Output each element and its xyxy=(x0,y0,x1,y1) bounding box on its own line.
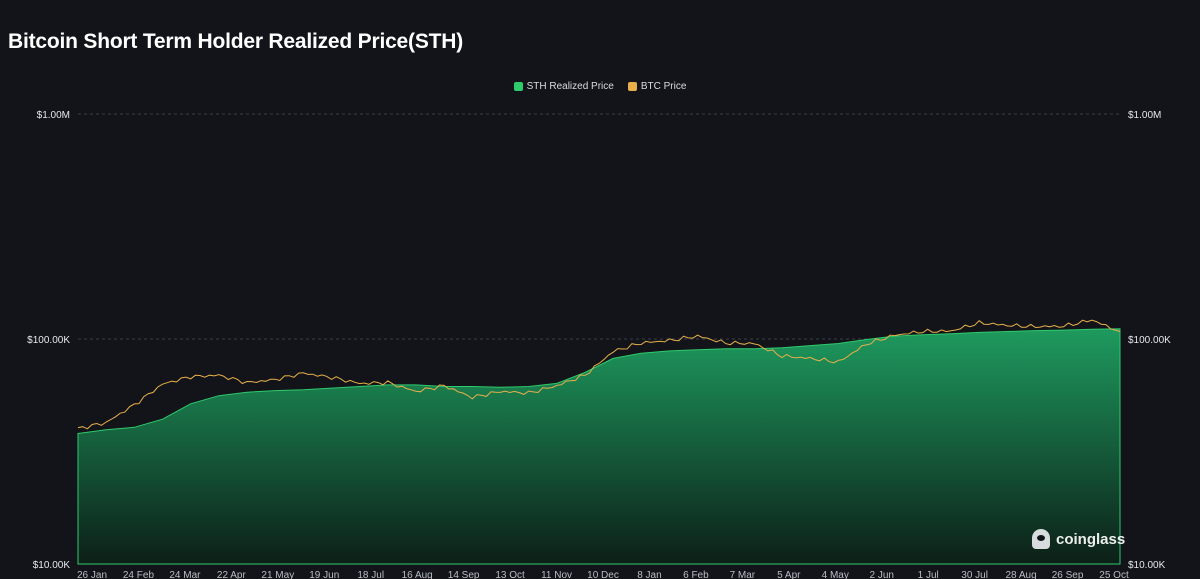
y-tick-label-right: $10.00K xyxy=(1128,560,1166,571)
x-tick-label: 28 Aug xyxy=(1006,570,1037,579)
x-tick-label: 24 Feb xyxy=(123,570,155,579)
legend-swatch-sth xyxy=(513,82,523,91)
x-tick-label: 13 Oct xyxy=(495,570,525,579)
x-tick-label: 25 Oct xyxy=(1099,570,1129,579)
x-tick-label: 10 Dec xyxy=(587,570,619,579)
x-axis: 26 Jan 24 Feb 24 Mar 22 Apr 21 May 19 Jun 18 J… xyxy=(77,570,1129,579)
legend-item-sth[interactable]: STH Realized Price xyxy=(513,81,614,92)
sth-realized-price-area xyxy=(77,328,1121,565)
y-tick-label-left: $10.00K xyxy=(33,560,71,571)
legend-swatch-btc xyxy=(627,82,637,91)
x-tick-label: 18 Jul xyxy=(357,570,384,579)
x-tick-label: 26 Sep xyxy=(1052,570,1084,579)
x-tick-label: 16 Aug xyxy=(402,570,433,579)
x-tick-label: 5 Apr xyxy=(777,570,801,579)
watermark-text: coinglass xyxy=(1056,530,1126,548)
y-tick-label-right: $100.00K xyxy=(1128,335,1171,346)
y-axis-left: $1.00M $100.00K $10.00K xyxy=(27,110,70,571)
x-tick-label: 22 Apr xyxy=(217,570,247,579)
x-tick-label: 4 May xyxy=(822,570,849,579)
x-tick-label: 19 Jun xyxy=(309,570,339,579)
y-tick-label-right: $1.00M xyxy=(1128,110,1161,121)
coinglass-logo-icon xyxy=(1032,529,1050,549)
x-tick-label: 24 Mar xyxy=(169,570,201,579)
y-tick-label-left: $100.00K xyxy=(27,335,70,346)
legend-label-btc: BTC Price xyxy=(640,81,687,92)
btc-price-line xyxy=(77,319,1121,430)
x-tick-label: 2 Jun xyxy=(869,570,893,579)
legend-label-sth: STH Realized Price xyxy=(526,81,614,92)
legend-item-btc[interactable]: BTC Price xyxy=(627,81,687,92)
x-tick-label: 1 Jul xyxy=(918,570,939,579)
chart-legend: STH Realized Price BTC Price xyxy=(0,81,1200,92)
coinglass-watermark: coinglass xyxy=(1032,529,1125,549)
y-axis-right: $1.00M $100.00K $10.00K xyxy=(1128,110,1171,571)
x-tick-label: 14 Sep xyxy=(448,570,480,579)
x-tick-label: 8 Jan xyxy=(637,570,661,579)
x-tick-label: 30 Jul xyxy=(961,570,988,579)
chart-title: Bitcoin Short Term Holder Realized Price… xyxy=(8,30,464,53)
x-tick-label: 6 Feb xyxy=(683,570,709,579)
x-tick-label: 26 Jan xyxy=(77,570,107,579)
x-tick-label: 11 Nov xyxy=(541,570,572,579)
x-tick-label: 7 Mar xyxy=(730,570,756,579)
y-tick-label-left: $1.00M xyxy=(37,110,70,121)
x-tick-label: 21 May xyxy=(261,570,294,579)
